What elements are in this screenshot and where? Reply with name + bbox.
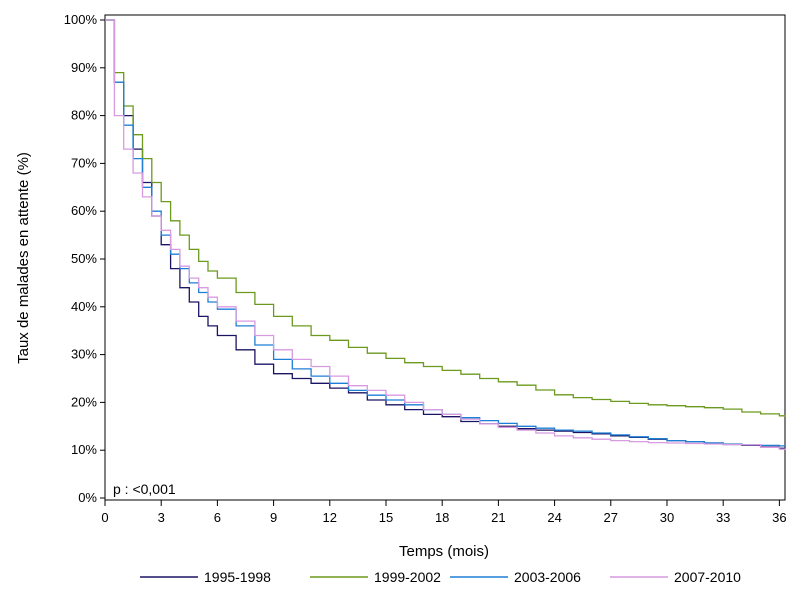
x-tick-label: 15 [379,510,393,525]
series-line-2003-2006 [105,19,785,447]
y-tick-label: 60% [71,203,97,218]
series-lines [105,19,786,450]
y-tick-label: 80% [71,108,97,123]
y-tick-label: 100% [64,12,98,27]
y-tick-label: 20% [71,394,97,409]
x-tick-label: 6 [214,510,221,525]
y-tick-label: 30% [71,347,97,362]
x-tick-label: 3 [158,510,165,525]
series-line-2007-2010 [105,19,786,450]
legend: 1995-1998 1999-2002 2003-2006 2007-2010 [140,569,741,585]
x-axis: 0 3 6 9 12 15 18 21 24 27 30 33 36 [101,500,787,525]
y-tick-label: 0% [78,490,97,505]
x-tick-label: 12 [323,510,337,525]
y-tick-label: 70% [71,155,97,170]
series-line-1995-1998 [105,19,786,449]
y-axis-title: Taux de malades en attente (%) [15,152,32,364]
y-tick-label: 40% [71,299,97,314]
series-line-1999-2002 [105,19,786,417]
x-tick-label: 36 [772,510,786,525]
legend-label: 2007-2010 [674,569,741,585]
legend-label: 1995-1998 [204,569,271,585]
x-tick-label: 30 [660,510,674,525]
y-tick-label: 50% [71,251,97,266]
x-tick-label: 27 [604,510,618,525]
y-tick-label: 10% [71,442,97,457]
x-tick-label: 33 [716,510,730,525]
p-value-annotation: p : <0,001 [113,481,176,497]
x-tick-label: 18 [435,510,449,525]
x-tick-label: 21 [491,510,505,525]
x-tick-label: 0 [101,510,108,525]
x-tick-label: 24 [547,510,561,525]
legend-label: 1999-2002 [374,569,441,585]
plot-frame [104,14,786,501]
y-axis: 0% 10% 20% 30% 40% 50% 60% 70% 80% 90% 100% [64,12,105,505]
x-axis-title: Temps (mois) [399,543,489,560]
y-tick-label: 90% [71,60,97,75]
x-tick-label: 9 [270,510,277,525]
legend-label: 2003-2006 [514,569,581,585]
